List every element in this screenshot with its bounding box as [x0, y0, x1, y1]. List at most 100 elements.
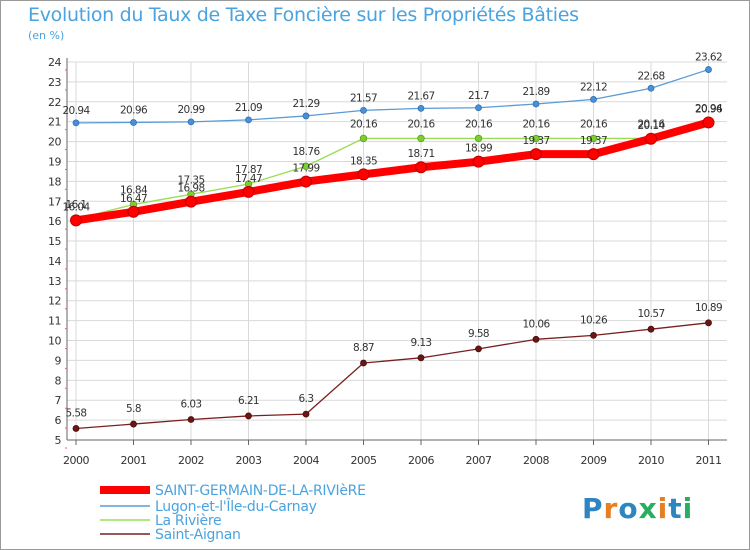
legend: SAINT-GERMAIN-DE-LA-RIVIèRELugon-et-l'Îl… — [100, 483, 366, 543]
point-la-riviere — [589, 134, 598, 143]
data-label-lugon: 22.68 — [637, 70, 664, 82]
y-tick-label: 21 — [48, 116, 61, 129]
x-tick-label: 2006 — [408, 454, 434, 467]
logo-letter: P — [582, 492, 604, 525]
point-la-riviere — [532, 134, 540, 143]
point-lugon — [130, 119, 137, 126]
x-axis-ticks: 2000 2001 2002 2003 2004 2005 2006 2007 2008 2009… — [63, 440, 722, 467]
point-lugon — [187, 118, 195, 126]
y-tick-label: 24 — [48, 56, 61, 69]
series-line-la-riviere — [75, 122, 710, 220]
y-tick-label: 11 — [48, 315, 61, 328]
data-label-lugon: 21.29 — [292, 98, 319, 110]
logo-letter: i — [682, 492, 694, 525]
point-saint-germain — [300, 175, 312, 188]
y-axis-ticks: 5 6 7 8 9 10 11 12 13 14 15 16 17 18 19 20 21 22 23 24 — [48, 56, 67, 449]
point-saint-germain — [242, 185, 255, 198]
point-saint-aignan — [72, 425, 80, 432]
y-tick-label: 10 — [48, 335, 61, 348]
point-lugon — [417, 104, 425, 112]
point-saint-germain — [415, 161, 427, 174]
point-la-riviere — [474, 134, 483, 143]
logo-letter: r — [603, 492, 619, 525]
point-la-riviere — [359, 134, 368, 143]
x-tick-label: 2003 — [236, 454, 262, 467]
data-label-saint-germain: 17.99 — [292, 163, 319, 175]
data-label-saint-germain: 16.47 — [120, 193, 147, 205]
data-label-lugon: 21.09 — [235, 102, 262, 114]
data-label-saint-aignan: 9.58 — [468, 328, 489, 340]
data-label-saint-aignan: 6.21 — [238, 395, 259, 407]
y-tick-label: 19 — [48, 155, 61, 168]
data-label-saint-aignan: 5.58 — [66, 407, 87, 419]
data-label-lugon: 22.12 — [580, 81, 607, 93]
logo-letter: i — [657, 492, 669, 525]
y-tick-label: 16 — [48, 215, 61, 228]
point-lugon — [590, 96, 597, 103]
y-tick-label: 20 — [48, 136, 61, 149]
data-label-lugon: 20.94 — [62, 105, 90, 117]
point-saint-aignan — [532, 335, 540, 343]
series-line-lugon — [75, 68, 710, 124]
point-saint-aignan — [302, 410, 310, 418]
point-lugon — [532, 100, 540, 108]
data-label-saint-germain: 16.98 — [177, 183, 204, 195]
point-saint-germain — [127, 205, 140, 218]
data-label-saint-aignan: 10.26 — [580, 314, 608, 326]
point-saint-germain — [357, 168, 370, 181]
point-lugon — [72, 119, 80, 127]
data-label-saint-germain: 19.37 — [580, 135, 607, 147]
point-la-riviere — [417, 134, 425, 143]
data-label-saint-aignan: 10.06 — [522, 318, 550, 330]
data-label-saint-germain: 18.71 — [407, 148, 434, 160]
x-tick-label: 2001 — [121, 454, 147, 467]
point-saint-germain — [645, 132, 657, 145]
y-tick-label: 22 — [48, 96, 61, 109]
point-saint-aignan — [647, 325, 655, 333]
series-line-saint-germain — [72, 118, 713, 225]
series-line-saint-aignan — [75, 322, 710, 430]
logo-letter: x — [638, 492, 658, 525]
data-label-la-riviere: 20.16 — [637, 118, 665, 130]
data-label-lugon: 21.7 — [468, 90, 489, 102]
y-tick-label: 23 — [48, 76, 61, 89]
data-labels: 20.94 20.96 20.99 21.09 21.29 21.57 21.67 21.7 2… — [62, 52, 723, 420]
y-tick-label: 17 — [48, 195, 61, 208]
point-lugon — [245, 116, 252, 124]
y-tick-label: 18 — [48, 175, 61, 188]
y-tick-label: 14 — [48, 255, 61, 268]
x-tick-label: 2010 — [638, 454, 664, 467]
data-label-la-riviere: 18.76 — [292, 146, 320, 158]
point-la-riviere — [302, 162, 310, 170]
data-label-saint-germain: 17.47 — [235, 173, 262, 185]
point-saint-germain — [587, 148, 600, 161]
x-tick-label: 2000 — [63, 454, 89, 467]
data-label-saint-germain: 20.14 — [637, 120, 665, 132]
data-label-saint-aignan: 9.13 — [411, 337, 432, 349]
data-label-lugon: 20.96 — [120, 104, 148, 116]
data-label-lugon: 21.57 — [350, 92, 377, 104]
data-label-lugon: 23.62 — [695, 52, 722, 64]
data-label-saint-aignan: 10.89 — [695, 302, 722, 314]
data-label-saint-aignan: 10.57 — [637, 308, 664, 320]
point-saint-aignan — [245, 412, 252, 420]
series-points — [70, 66, 715, 432]
y-tick-label: 5 — [55, 434, 62, 447]
x-tick-label: 2007 — [466, 454, 492, 467]
point-saint-aignan — [417, 354, 425, 362]
data-label-saint-aignan: 8.87 — [353, 342, 374, 354]
data-label-la-riviere: 20.16 — [465, 118, 493, 130]
point-lugon — [475, 104, 482, 112]
data-label-la-riviere: 20.16 — [522, 118, 550, 130]
data-label-la-riviere: 20.16 — [580, 118, 608, 130]
data-label-la-riviere: 20.16 — [350, 118, 378, 130]
plot-area — [67, 62, 727, 440]
logo-letter: o — [618, 492, 639, 525]
chart-subtitle: (en %) — [28, 29, 65, 42]
legend-label-saint-germain: SAINT-GERMAIN-DE-LA-RIVIèRE — [155, 483, 366, 499]
data-label-la-riviere: 16.1 — [66, 199, 87, 211]
data-label-saint-aignan: 6.3 — [299, 393, 314, 405]
x-tick-label: 2005 — [351, 454, 377, 467]
data-label-lugon: 21.89 — [522, 86, 549, 98]
